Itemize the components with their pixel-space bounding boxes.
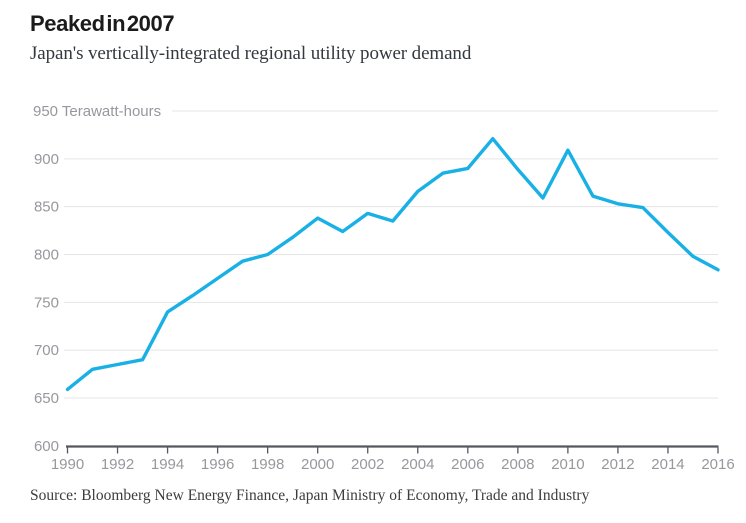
x-axis-label: 2000: [301, 456, 334, 473]
x-axis-label: 1998: [251, 456, 284, 473]
x-axis-label: 2016: [701, 456, 734, 473]
x-axis-label: 2014: [651, 456, 684, 473]
y-axis-label: 650: [34, 390, 59, 407]
y-axis-label: 850: [34, 199, 59, 216]
y-axis-label: 600: [34, 438, 59, 455]
y-axis-label: 800: [34, 246, 59, 263]
demand-line: [65, 136, 720, 392]
x-axis-label: 1990: [51, 456, 84, 473]
x-axis-label: 2006: [451, 456, 484, 473]
x-axis-label: 1996: [201, 456, 234, 473]
x-axis-label: 2002: [351, 456, 384, 473]
y-axis-label: 750: [34, 294, 59, 311]
x-axis-label: 1992: [101, 456, 134, 473]
x-axis-label: 2004: [401, 456, 434, 473]
y-axis-unit-label: 950 Terawatt-hours: [33, 103, 161, 120]
x-axis-label: 1994: [151, 456, 184, 473]
y-axis-label: 900: [34, 151, 59, 168]
source-credit: Source: Bloomberg New Energy Finance, Ja…: [30, 487, 590, 504]
x-axis-label: 2012: [601, 456, 634, 473]
chart-title: Peaked in 2007: [30, 11, 175, 36]
y-axis-label: 700: [34, 342, 59, 359]
line-chart: 600 650 700 750 800 850 900 950 Terawatt-hours 1…: [33, 103, 735, 473]
x-axis-label: 2008: [501, 456, 534, 473]
chart-subtitle: Japan's vertically-integrated regional u…: [30, 43, 472, 64]
x-axis-label: 2010: [551, 456, 584, 473]
